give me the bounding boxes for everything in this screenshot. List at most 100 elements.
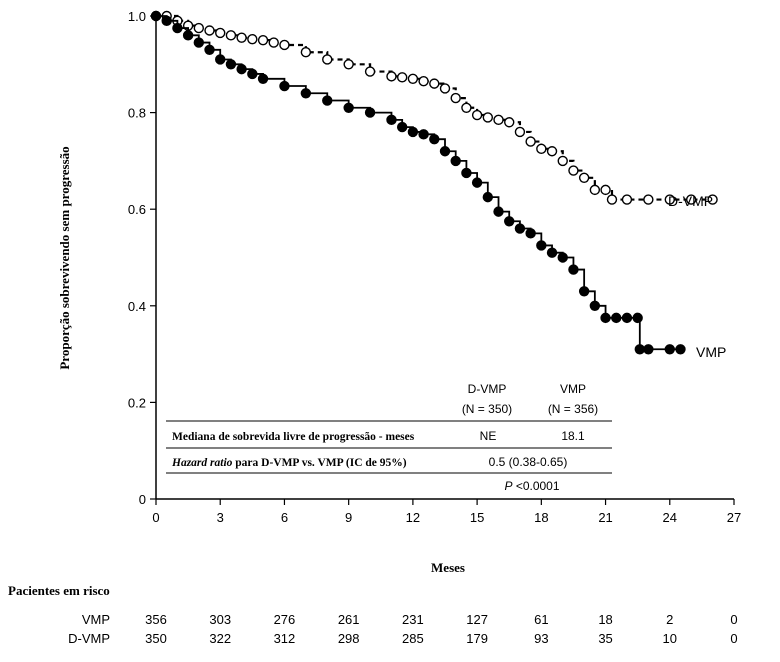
point-vmp <box>172 22 183 34</box>
point-vmp <box>247 68 258 80</box>
at-risk-value: 312 <box>274 631 296 646</box>
y-tick-label: 0.4 <box>128 299 146 314</box>
point-vmp <box>600 312 611 324</box>
x-tick-label: 3 <box>217 510 224 525</box>
x-tick-label: 21 <box>598 510 612 525</box>
point-d-vmp <box>418 76 429 87</box>
point-vmp <box>225 59 237 70</box>
at-risk-row-label: D-VMP <box>68 631 110 646</box>
table-row3-p-italic: P <box>504 479 512 493</box>
table-col-dvmp-header: D-VMP <box>468 382 507 396</box>
point-vmp <box>461 167 472 179</box>
point-vmp <box>504 216 515 227</box>
at-risk-value: 231 <box>402 612 424 627</box>
point-d-vmp <box>621 194 633 205</box>
point-vmp <box>257 73 269 84</box>
point-vmp <box>236 63 247 75</box>
point-d-vmp <box>643 194 654 205</box>
at-risk-value: 61 <box>534 612 548 627</box>
point-d-vmp <box>343 59 354 70</box>
point-vmp <box>546 247 558 258</box>
point-d-vmp <box>589 184 601 196</box>
point-vmp <box>493 206 504 217</box>
at-risk-value: 0 <box>730 631 737 646</box>
at-risk-value: 18 <box>598 612 612 627</box>
point-d-vmp <box>600 184 611 196</box>
y-tick-label: 1.0 <box>128 9 146 24</box>
point-vmp <box>525 228 536 239</box>
at-risk-title: Pacientes em risco <box>8 583 110 598</box>
point-d-vmp <box>439 83 451 94</box>
at-risk-value: 356 <box>145 612 167 627</box>
table-row2-label-rest: para D-VMP vs. VMP (IC de 95%) <box>232 457 406 469</box>
summary-table: D-VMP (N = 350) VMP (N = 356) Mediana de… <box>166 382 612 493</box>
series-line-d-vmp <box>156 14 713 201</box>
at-risk-value: 93 <box>534 631 548 646</box>
point-d-vmp <box>606 194 618 205</box>
point-d-vmp <box>685 194 697 205</box>
point-vmp <box>322 95 333 106</box>
table-col-vmp-header: VMP <box>560 382 586 396</box>
at-risk-value: 285 <box>402 631 424 646</box>
at-risk-value: 0 <box>730 612 737 627</box>
x-tick-label: 27 <box>727 510 741 525</box>
point-vmp <box>364 107 376 118</box>
point-vmp <box>182 30 194 41</box>
point-vmp <box>439 146 451 157</box>
at-risk-value: 127 <box>466 612 488 627</box>
point-vmp <box>407 126 419 138</box>
series-label-dvmp: D-VMP <box>668 193 713 209</box>
point-vmp <box>215 54 226 65</box>
point-vmp <box>386 114 397 126</box>
point-vmp <box>396 121 408 133</box>
point-vmp <box>611 312 622 324</box>
x-tick-label: 24 <box>663 510 677 525</box>
point-vmp <box>578 286 590 297</box>
x-axis-label: Meses <box>431 560 465 575</box>
at-risk-value: 10 <box>663 631 677 646</box>
y-tick-label: 0 <box>139 492 146 507</box>
point-vmp <box>664 344 675 355</box>
series-label-vmp: VMP <box>696 344 726 360</box>
point-vmp <box>343 102 354 113</box>
point-d-vmp <box>236 32 247 43</box>
point-vmp <box>634 344 646 355</box>
point-vmp <box>279 80 290 92</box>
point-d-vmp <box>461 102 472 113</box>
point-d-vmp <box>471 109 483 121</box>
series-layer <box>150 10 718 355</box>
x-tick-label: 0 <box>152 510 159 525</box>
at-risk-value: 179 <box>466 631 488 646</box>
point-vmp <box>568 264 579 275</box>
at-risk-value: 35 <box>598 631 612 646</box>
point-d-vmp <box>364 66 376 77</box>
point-d-vmp <box>664 194 675 205</box>
at-risk-value: 298 <box>338 631 360 646</box>
table-row2-value: 0.5 (0.38-0.65) <box>489 455 568 469</box>
table-row1-label: Mediana de sobrevida livre de progressão… <box>172 431 415 443</box>
point-d-vmp <box>215 27 226 39</box>
point-vmp <box>536 240 547 251</box>
point-d-vmp <box>578 172 590 184</box>
point-d-vmp <box>493 114 504 126</box>
point-vmp <box>418 129 429 140</box>
labels-layer: Meses Proporção sobrevivendo sem progres… <box>57 146 726 575</box>
y-axis-label: Proporção sobrevivendo sem progressão <box>57 146 72 369</box>
point-vmp <box>429 133 440 145</box>
x-tick-label: 6 <box>281 510 288 525</box>
point-d-vmp <box>225 30 237 41</box>
at-risk-value: 2 <box>666 612 673 627</box>
point-vmp <box>161 15 172 27</box>
table-row2-label: Hazard ratio para D-VMP vs. VMP (IC de 9… <box>171 457 407 469</box>
y-tick-label: 0.2 <box>128 395 146 410</box>
y-tick-label: 0.6 <box>128 202 146 217</box>
at-risk-row-label: VMP <box>82 612 110 627</box>
point-d-vmp <box>386 71 397 82</box>
point-d-vmp <box>247 33 258 45</box>
point-d-vmp <box>257 34 269 46</box>
point-d-vmp <box>450 92 461 104</box>
table-col-vmp-n: (N = 356) <box>548 402 598 416</box>
point-vmp <box>300 88 312 99</box>
point-d-vmp <box>546 146 558 157</box>
at-risk-value: 261 <box>338 612 360 627</box>
